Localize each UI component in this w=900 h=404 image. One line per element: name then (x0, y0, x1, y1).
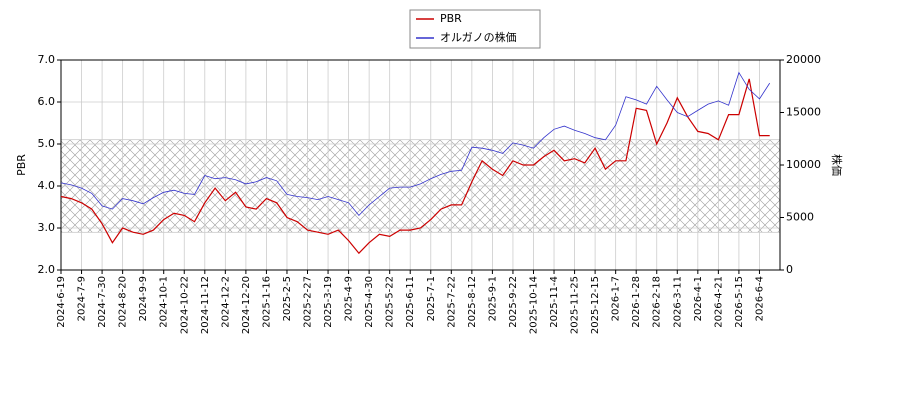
y-tick-label: 4.0 (38, 179, 56, 192)
x-tick-label: 2025-11-4 (549, 276, 560, 328)
x-tick-label: 2024-12-20 (241, 276, 252, 334)
legend-label: PBR (440, 12, 462, 25)
y2-tick-label: 15000 (786, 106, 821, 119)
x-tick-label: 2024-10-1 (159, 276, 170, 328)
legend: PBR オルガノの株価 (409, 9, 541, 49)
y-tick-label: 3.0 (38, 221, 56, 234)
legend-label: オルガノの株価 (440, 30, 517, 44)
x-tick-label: 2025-2-5 (282, 276, 293, 321)
x-tick-label: 2024-8-20 (118, 276, 129, 328)
x-tick-label: 2024-6-19 (56, 276, 67, 328)
x-tick-label: 2024-7-30 (97, 276, 108, 328)
x-tick-label: 2025-9-1 (487, 276, 498, 321)
x-tick-label: 2024-10-22 (179, 276, 190, 334)
y2-tick-label: 20000 (786, 53, 821, 66)
x-tick-label: 2025-7-22 (446, 276, 457, 328)
y2-axis-label: 株価 (830, 154, 844, 176)
x-tick-label: 2026-1-7 (611, 276, 622, 321)
x-tick-label: 2024-12-2 (220, 276, 231, 328)
x-tick-label: 2025-4-30 (364, 276, 375, 328)
x-tick-label: 2025-3-19 (323, 276, 334, 328)
y-tick-label: 7.0 (38, 53, 56, 66)
x-tick-label: 2026-5-15 (734, 276, 745, 328)
y-tick-label: 2.0 (38, 263, 56, 276)
x-tick-label: 2026-4-21 (713, 276, 724, 328)
x-tick-label: 2025-9-22 (508, 276, 519, 328)
y-tick-label: 6.0 (38, 95, 56, 108)
x-tick-label: 2024-11-12 (200, 276, 211, 334)
plot-frame (60, 59, 781, 271)
x-tick-label: 2025-12-15 (590, 276, 601, 334)
x-tick-label: 2025-10-14 (528, 276, 539, 334)
x-tick-label: 2025-6-11 (405, 276, 416, 328)
legend-box (409, 9, 541, 49)
x-tick-label: 2024-9-9 (138, 276, 149, 321)
y2-tick-label: 0 (786, 263, 793, 276)
series-line (60, 78, 770, 255)
x-tick-label: 2024-7-9 (77, 276, 88, 321)
x-tick-label: 2026-3-11 (672, 276, 683, 328)
y2-tick-label: 5000 (786, 211, 814, 224)
y-axis-label: PBR (15, 154, 28, 176)
x-tick-label: 2025-2-27 (303, 276, 314, 328)
x-tick-label: 2026-4-1 (693, 276, 704, 321)
x-tick-label: 2025-1-16 (261, 276, 272, 328)
x-tick-label: 2025-5-22 (385, 276, 396, 328)
y-tick-label: 5.0 (38, 137, 56, 150)
y2-tick-label: 10000 (786, 158, 821, 171)
x-tick-label: 2025-8-12 (467, 276, 478, 328)
x-tick-label: 2025-7-1 (426, 276, 437, 321)
x-tick-label: 2026-2-18 (652, 276, 663, 328)
x-tick-label: 2026-1-28 (631, 276, 642, 328)
x-tick-label: 2025-11-25 (570, 276, 581, 334)
series-line (60, 71, 771, 217)
x-tick-label: 2025-4-9 (344, 276, 355, 321)
x-tick-label: 2026-6-4 (754, 276, 765, 321)
